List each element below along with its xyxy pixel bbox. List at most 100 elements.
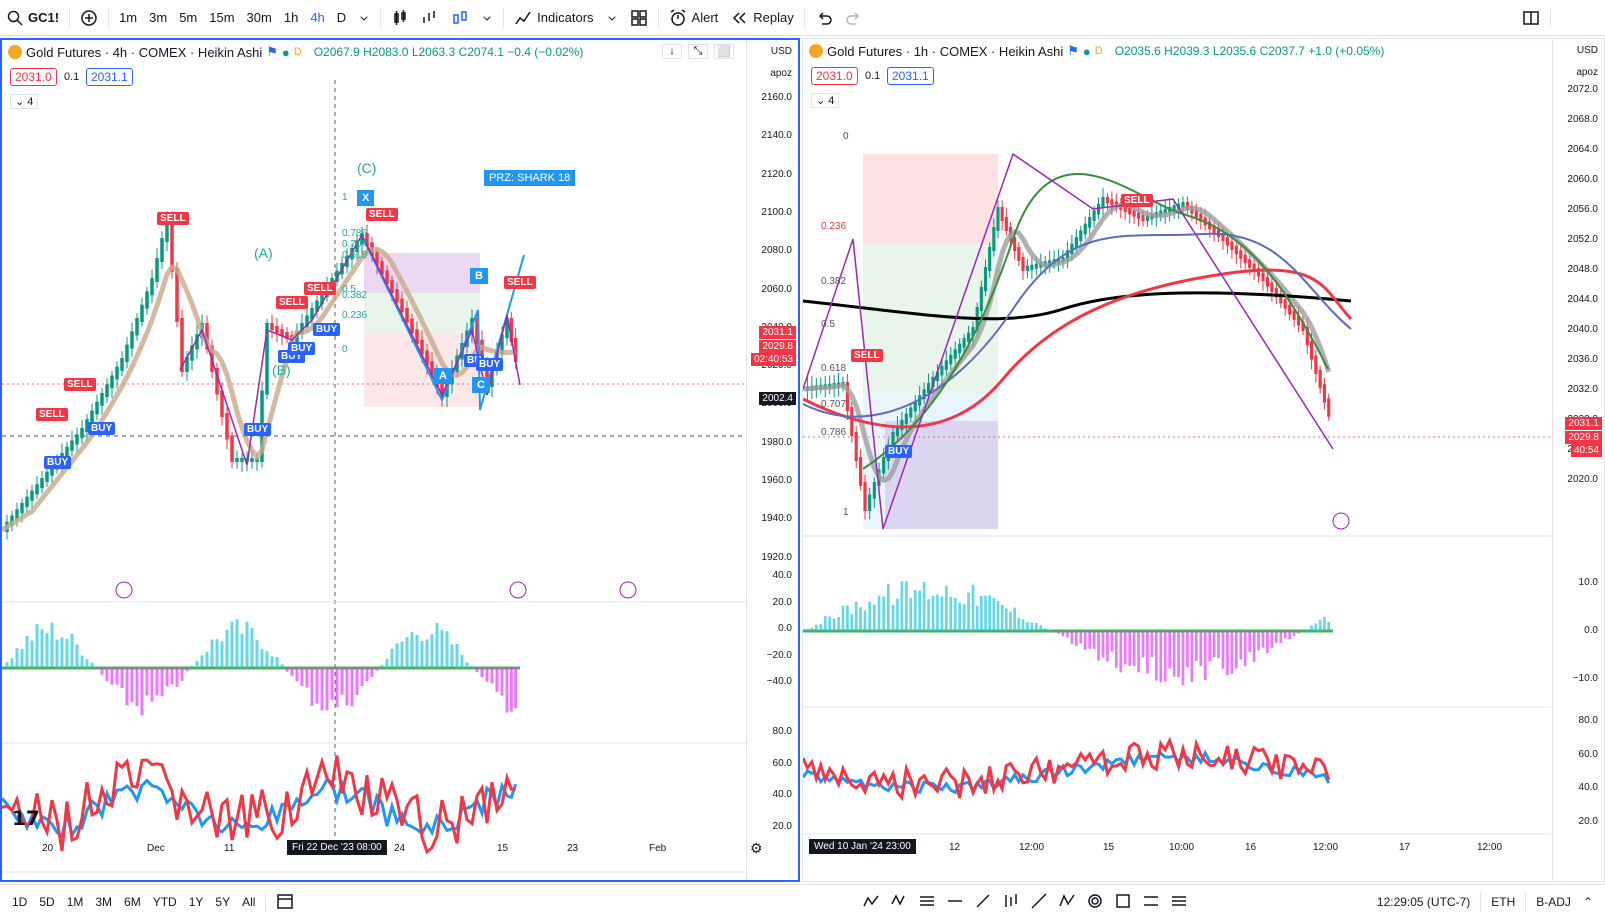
chart-pane-left[interactable]: 1 0.786 0.707 0.618 0.5 0.382 0.236 0 Gold Futu… xyxy=(0,38,800,882)
interval-4h[interactable]: 4h xyxy=(310,10,325,25)
symbol-search[interactable]: GC1! xyxy=(0,0,65,36)
gold-icon xyxy=(8,45,22,59)
heikin-ashi-button[interactable] xyxy=(445,0,475,36)
flag-icon[interactable]: ⚑ xyxy=(1067,43,1079,58)
interval-D[interactable]: D xyxy=(336,10,347,25)
chart-pane-right[interactable]: 0 0.236 0.382 0.5 0.618 0.707 0.786 1 Gold Futu… xyxy=(802,38,1605,882)
trend-line-icon[interactable] xyxy=(974,892,992,910)
interval-30m[interactable]: 30m xyxy=(246,10,272,25)
ray-icon[interactable] xyxy=(1030,892,1048,910)
bid-price[interactable]: 2031.0 xyxy=(10,68,57,86)
sell-signal: SELL xyxy=(851,349,883,362)
candle-body xyxy=(355,240,359,252)
spread-value: 0.1 xyxy=(64,71,80,83)
layers-toggle[interactable]: ⌄ 4 xyxy=(10,94,39,109)
interval-3m[interactable]: 3m xyxy=(149,10,168,25)
pattern-tool-icon[interactable] xyxy=(862,892,880,910)
range-5Y[interactable]: 5Y xyxy=(215,895,231,909)
candle-body xyxy=(120,358,124,371)
time-tick: Dec xyxy=(147,843,165,854)
indicators-dropdown[interactable] xyxy=(600,0,624,36)
position-icon[interactable] xyxy=(1142,892,1160,910)
scale-mode-label[interactable]: apoz xyxy=(1576,67,1598,78)
ohlc-tool-icon[interactable] xyxy=(1002,892,1020,910)
fib-tool-icon[interactable] xyxy=(918,892,936,910)
candle-body xyxy=(1212,225,1216,234)
price-tick: 2120.0 xyxy=(761,168,792,180)
divider xyxy=(380,7,382,28)
candle-type-button[interactable] xyxy=(385,0,415,36)
range-5D[interactable]: 5D xyxy=(39,895,55,909)
indicators-button[interactable]: Indicators xyxy=(508,0,599,36)
candle-body xyxy=(1004,217,1008,231)
rsi-tick: 60.0 xyxy=(1578,748,1598,760)
settings-button[interactable] xyxy=(1555,0,1605,36)
arrow-down-icon[interactable]: ↓ xyxy=(662,44,682,59)
interval-dropdown[interactable] xyxy=(352,0,376,36)
collapse-icon[interactable]: ⤡ xyxy=(688,44,708,59)
range-3M[interactable]: 3M xyxy=(95,895,113,909)
chart-canvas-right[interactable]: 0 0.236 0.382 0.5 0.618 0.707 0.786 1 xyxy=(803,39,1604,881)
candle-body xyxy=(1092,210,1096,221)
interval-15m[interactable]: 15m xyxy=(209,10,235,25)
range-All[interactable]: All xyxy=(242,895,256,909)
replay-button[interactable]: Replay xyxy=(724,0,799,36)
currency-label[interactable]: USD xyxy=(770,46,792,57)
price-tick: 2056.0 xyxy=(1567,204,1598,215)
ask-price[interactable]: 2031.1 xyxy=(86,68,133,86)
layers-toggle[interactable]: ⌄ 4 xyxy=(811,93,840,108)
candle-body xyxy=(966,332,971,343)
measure-icon[interactable] xyxy=(1114,892,1132,910)
layout-button[interactable] xyxy=(1516,0,1546,36)
bid-price[interactable]: 2031.0 xyxy=(811,67,858,85)
range-6M[interactable]: 6M xyxy=(124,895,141,909)
point-c: C xyxy=(472,377,490,393)
date-range-button[interactable] xyxy=(270,892,300,913)
spiral-icon[interactable] xyxy=(1086,892,1104,910)
undo-button[interactable] xyxy=(809,0,839,36)
interval-5m[interactable]: 5m xyxy=(179,10,198,25)
price-axis[interactable]: USD apoz 2072.0 2068.0 2064.0 2060.0 2056.0 2… xyxy=(1552,39,1604,881)
xabcd-tool-icon[interactable] xyxy=(890,892,908,910)
maximize-icon[interactable]: ⬜ xyxy=(714,44,734,59)
candle-body xyxy=(135,318,139,336)
rsi-signal-line xyxy=(803,749,1331,795)
elliott-icon[interactable] xyxy=(1058,892,1076,910)
interval-1h[interactable]: 1h xyxy=(283,10,299,25)
candle-body xyxy=(305,315,309,327)
layers-count: 4 xyxy=(27,96,34,108)
range-1M[interactable]: 1M xyxy=(66,895,84,909)
range-1Y[interactable]: 1Y xyxy=(188,895,204,909)
redo-icon xyxy=(846,11,859,25)
time-tick: 10:00 xyxy=(1169,842,1195,853)
compare-button[interactable] xyxy=(74,0,104,36)
session-toggle[interactable]: ETH xyxy=(1491,895,1516,909)
grid-icon xyxy=(630,9,647,26)
price-axis[interactable]: USD apoz 2160.0 2140.0 2120.0 2100.0 2080.0 2… xyxy=(746,40,798,880)
clock[interactable]: 12:29:05 (UTC-7) xyxy=(1376,895,1471,909)
settings-gear-icon[interactable]: ⚙ xyxy=(750,840,763,856)
horizontal-line-icon[interactable] xyxy=(946,892,964,910)
redo-button[interactable] xyxy=(839,0,869,36)
ask-price[interactable]: 2031.1 xyxy=(887,67,934,85)
templates-button[interactable] xyxy=(624,0,654,36)
currency-label[interactable]: USD xyxy=(1576,45,1598,56)
bars-type-button[interactable] xyxy=(415,0,445,36)
interval-1m[interactable]: 1m xyxy=(119,10,138,25)
expand-icon[interactable]: ⌃ xyxy=(1582,895,1593,909)
menu-icon[interactable] xyxy=(1170,892,1188,910)
candle-body xyxy=(310,308,314,320)
candle-body xyxy=(850,407,854,436)
candle-body xyxy=(931,377,935,388)
chart-type-dropdown[interactable] xyxy=(475,0,499,36)
chart-title: Gold Futures · 1h · COMEX · Heikin Ashi xyxy=(827,43,1064,59)
flag-icon[interactable]: ⚑ xyxy=(266,44,278,59)
adjustment-toggle[interactable]: B-ADJ xyxy=(1536,895,1571,909)
range-YTD[interactable]: YTD xyxy=(152,895,177,909)
alert-button[interactable]: Alert xyxy=(663,0,725,36)
candle-body xyxy=(1000,207,1004,221)
candle-body xyxy=(1221,233,1225,241)
range-1D[interactable]: 1D xyxy=(12,895,28,909)
scale-mode-label[interactable]: apoz xyxy=(770,68,792,79)
